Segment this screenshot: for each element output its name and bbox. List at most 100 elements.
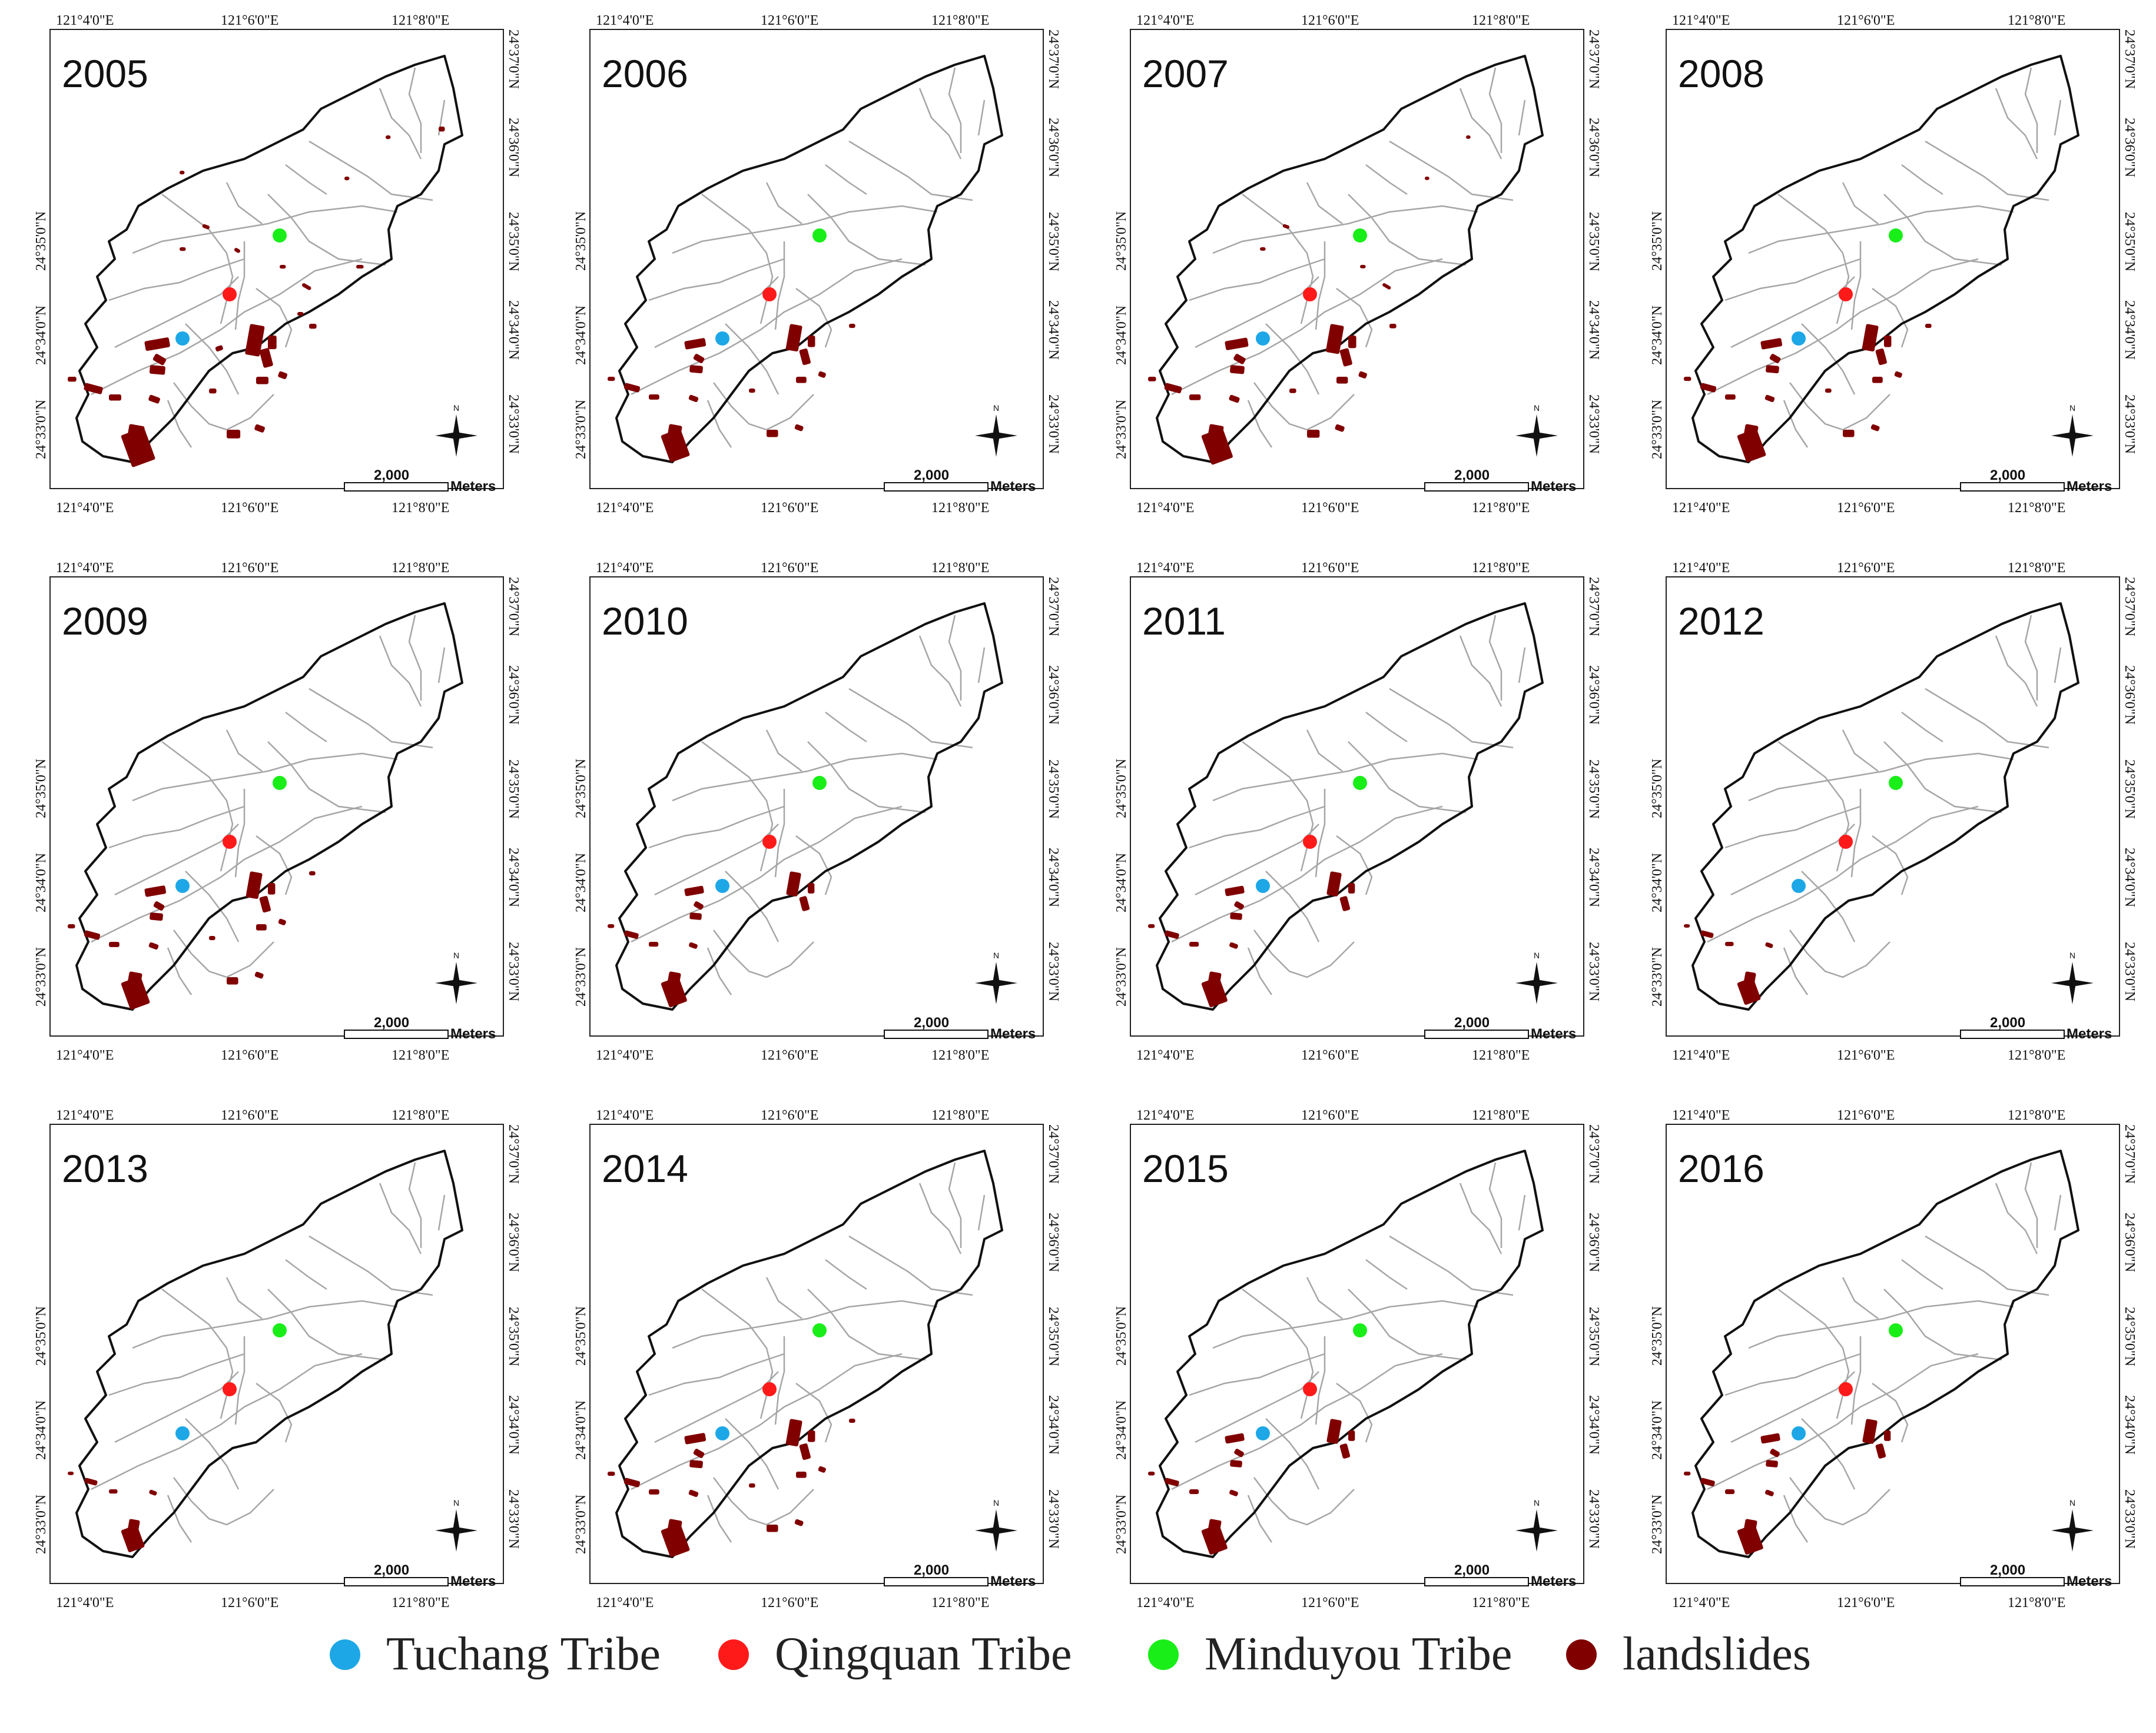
landslide-patch [1360, 265, 1366, 268]
stream-line [648, 1353, 785, 1396]
stream-line [1247, 1495, 1273, 1543]
landslide-patch [794, 424, 804, 431]
right-latitude-label: 24°33'0"N [506, 942, 521, 1001]
stream-line [648, 805, 785, 849]
qingquan-marker [1303, 1382, 1317, 1396]
stream-line [848, 1235, 973, 1296]
landslide-patch [1230, 365, 1245, 374]
left-latitude-label: 24°33'0"N [1114, 1495, 1129, 1554]
bottom-longitude-label: 121°4'0"E [56, 1048, 114, 1063]
stream-line [795, 1383, 832, 1443]
stream-line [91, 1353, 363, 1490]
right-latitude-label: 24°36'0"N [1586, 665, 1601, 725]
stream-line [1389, 1235, 1514, 1296]
stream-line [2024, 67, 2038, 153]
stream-line [256, 1383, 293, 1443]
scale-bar [1960, 1577, 2065, 1586]
stream-line [167, 1495, 193, 1543]
right-latitude-label: 24°34'0"N [2122, 1395, 2137, 1455]
stream-line [765, 182, 802, 224]
stream-line [234, 1336, 246, 1425]
stream-line [1212, 205, 1478, 254]
right-latitude-label: 24°36'0"N [1586, 118, 1601, 177]
watershed-boundary [1156, 602, 1544, 1011]
watershed-boundary [615, 602, 1003, 1011]
stream-line [1842, 729, 1879, 772]
landslide-patch [148, 394, 160, 404]
year-label: 2011 [1142, 599, 1226, 643]
landslide-patch [688, 1489, 699, 1497]
map-panel-2014: 2014 N 2,000 Meters 121°4'0"E 121°6'0"E 121°8'… [573, 1108, 1061, 1611]
stream-line [408, 67, 422, 153]
stream-line [1265, 1418, 1320, 1490]
tuchang-marker [1792, 1426, 1806, 1440]
stream-line [1850, 1336, 1862, 1425]
landslide-patch [1743, 971, 1756, 986]
right-latitude-label: 24°35'0"N [1586, 212, 1601, 271]
qingquan-marker [1839, 1382, 1853, 1396]
landslide-patch [1843, 430, 1855, 437]
landslide-patch [1229, 1489, 1238, 1496]
north-label: N [453, 951, 459, 960]
bottom-longitude-label: 121°4'0"E [56, 500, 114, 516]
scale-bar-unit: Meters [1531, 1573, 1576, 1589]
stream-line [1518, 1194, 1526, 1231]
stream-line [1518, 647, 1526, 683]
north-label: N [2069, 1498, 2075, 1508]
year-label: 2009 [62, 599, 148, 643]
landslide-patch [301, 283, 311, 290]
landslide-patch [1339, 896, 1351, 911]
scale-bar-unit: Meters [990, 1026, 1036, 1042]
stream-line [1348, 741, 1467, 814]
north-label: N [1534, 951, 1540, 960]
stream-line [2024, 1162, 2038, 1248]
top-longitude-label: 121°4'0"E [56, 1108, 114, 1123]
right-latitude-label: 24°33'0"N [1586, 394, 1601, 454]
stream-line [795, 288, 832, 348]
bottom-longitude-label: 121°8'0"E [392, 1595, 449, 1611]
landslide-patch [356, 265, 364, 269]
landslide-patch [1165, 930, 1179, 939]
legend-item-tuchang: Tuchang Tribe [330, 1628, 661, 1681]
right-latitude-label: 24°34'0"N [1586, 300, 1601, 360]
map-panel-2010: 2010 N 2,000 Meters 121°4'0"E 121°6'0"E 121°8'… [573, 560, 1061, 1063]
north-label: N [993, 1498, 999, 1508]
stream-line [225, 729, 263, 772]
landslide-patch [1737, 977, 1761, 1005]
stream-line [167, 400, 193, 448]
stream-line [1789, 929, 1890, 978]
right-latitude-label: 24°33'0"N [2122, 394, 2137, 454]
right-latitude-label: 24°36'0"N [1586, 1213, 1601, 1272]
stream-line [1306, 729, 1343, 772]
stream-line [309, 140, 433, 201]
stream-line [672, 205, 938, 254]
landslide-patch [144, 337, 170, 351]
map-panel-2007: 2007 N 2,000 Meters 121°4'0"E 121°6'0"E 121°8'… [1114, 13, 1601, 516]
landslide-patch [84, 383, 103, 394]
scale-bar-value: 2,000 [914, 1562, 949, 1578]
landslide-patch [256, 924, 267, 931]
north-label: N [1534, 1498, 1540, 1508]
right-latitude-label: 24°35'0"N [1586, 759, 1601, 819]
legend-label-landslides: landslides [1623, 1628, 1811, 1680]
qingquan-marker [223, 835, 237, 849]
top-longitude-label: 121°6'0"E [1301, 1108, 1359, 1123]
right-latitude-label: 24°37'0"N [1046, 29, 1061, 89]
top-longitude-label: 121°4'0"E [1136, 13, 1194, 28]
north-arrow-horizontal [435, 980, 477, 987]
right-latitude-label: 24°37'0"N [1046, 1124, 1061, 1184]
top-longitude-label: 121°4'0"E [1136, 560, 1194, 576]
bottom-longitude-label: 121°8'0"E [931, 1048, 989, 1063]
landslide-patch [1225, 1433, 1245, 1444]
landslide-patch [1425, 177, 1429, 180]
top-longitude-label: 121°8'0"E [1472, 560, 1530, 576]
stream-line [807, 741, 926, 814]
stream-line [848, 688, 973, 749]
right-latitude-label: 24°34'0"N [1046, 848, 1061, 907]
stream-line [918, 635, 962, 707]
right-latitude-label: 24°35'0"N [1046, 759, 1061, 819]
right-latitude-label: 24°33'0"N [1046, 394, 1061, 454]
landslide-patch [180, 171, 185, 175]
landslide-patch [799, 1443, 811, 1460]
left-latitude-label: 24°33'0"N [1114, 947, 1129, 1007]
